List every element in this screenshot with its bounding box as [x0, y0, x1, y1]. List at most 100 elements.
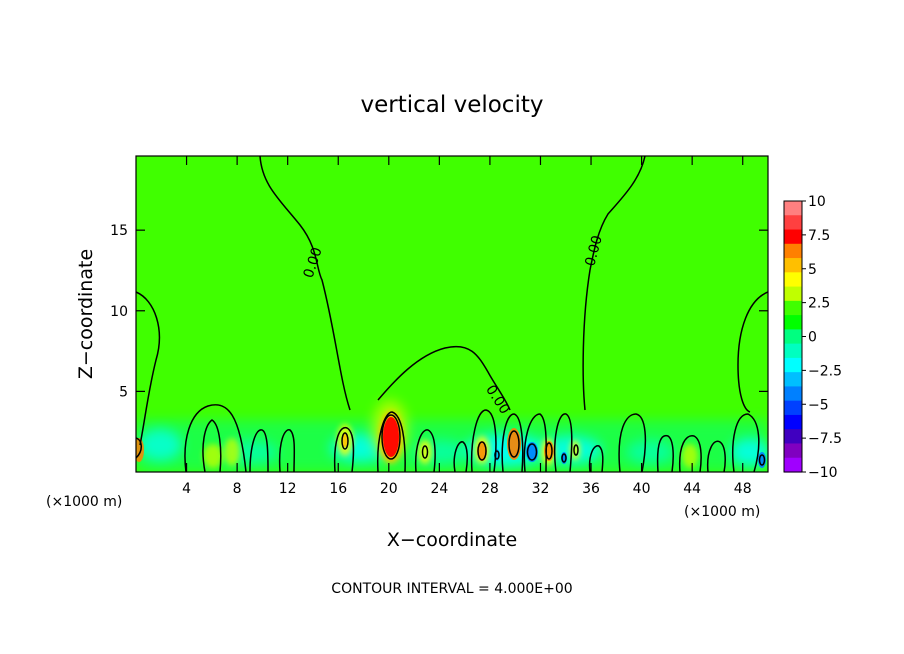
- x-tick-label: 4: [182, 481, 191, 497]
- contour-zero: [470, 409, 497, 472]
- x-tick-label: 32: [532, 481, 550, 497]
- x-tick-label: 40: [633, 481, 651, 497]
- cyan-patch: [138, 429, 182, 461]
- contour-closed: [526, 443, 538, 461]
- x-axis-label: X−coordinate: [387, 529, 517, 551]
- colorbar-swatch: [784, 457, 802, 473]
- contour-zero: [377, 345, 511, 411]
- x-tick-label: 36: [582, 481, 600, 497]
- x-tick-label: 44: [683, 481, 701, 497]
- y-tick-label: 10: [110, 304, 128, 320]
- x-tick-label: 16: [329, 481, 347, 497]
- contour-zero: [553, 413, 573, 472]
- contour-closed: [508, 430, 520, 458]
- contour-zero: [656, 434, 674, 472]
- contour-zero: [737, 291, 768, 413]
- updraft-orange: [342, 433, 348, 447]
- contour-zero: [582, 156, 646, 411]
- colorbar-swatch: [784, 400, 802, 416]
- x-tick-label: 12: [279, 481, 297, 497]
- contour-closed: [545, 442, 553, 460]
- plot-background: [136, 156, 768, 472]
- colorbar-swatch: [784, 258, 802, 273]
- colorbar-swatch: [784, 386, 802, 402]
- x-tick-label: 48: [734, 481, 752, 497]
- colorbar-swatch: [784, 357, 802, 373]
- colorbar-swatch: [784, 300, 802, 316]
- contour-zero: [501, 413, 524, 472]
- contour-zero: [259, 156, 351, 411]
- chart-title: vertical velocity: [361, 92, 544, 118]
- cyan-patch: [626, 440, 674, 464]
- colorbar-tick-label: 0: [808, 330, 817, 346]
- x-tick-label: 24: [430, 481, 448, 497]
- colorbar-swatch: [784, 343, 802, 359]
- y-tick-label: 15: [110, 223, 128, 239]
- contour-label: 0.00: [582, 234, 606, 268]
- contour-zero: [453, 441, 468, 472]
- colorbar: 10 7.5 5 2.5 0 −2.5 −5 −7.5 −10: [783, 194, 842, 481]
- colorbar-swatch: [784, 286, 802, 302]
- contour-zero: [278, 429, 296, 472]
- contour-zero: [184, 404, 247, 472]
- contour-zero: [414, 429, 436, 472]
- contour-closed: [494, 450, 500, 460]
- contour-zero: [678, 435, 702, 472]
- colorbar-swatch: [784, 429, 802, 445]
- colorbar-swatch: [784, 229, 802, 245]
- y-axis: 5 10 15: [110, 223, 768, 400]
- x-tick-label: 20: [380, 481, 398, 497]
- contour-zero: [202, 419, 222, 472]
- colorbar-swatch: [784, 272, 802, 288]
- x-unit-left: (×1000 m): [46, 494, 122, 510]
- contour-closed: [341, 432, 349, 450]
- colorbar-swatch: [784, 414, 802, 430]
- colorbar-swatch: [784, 243, 802, 259]
- contour-closed: [136, 437, 142, 459]
- contour-closed: [477, 441, 487, 461]
- x-tick-label: 28: [481, 481, 499, 497]
- yellow-patch: [682, 444, 698, 468]
- yellow-patch: [203, 444, 223, 468]
- updraft-core: [383, 417, 399, 457]
- contour-zero: [376, 411, 406, 472]
- colorbar-tick-label: 7.5: [808, 228, 830, 244]
- updraft-orange: [477, 441, 487, 461]
- contour-closed: [561, 453, 567, 463]
- colorbar-tick-label: −7.5: [808, 431, 842, 447]
- colorbar-tick-label: 5: [808, 262, 817, 278]
- colorbar-swatch: [784, 201, 802, 216]
- y-axis-label: Z−coordinate: [75, 249, 97, 379]
- contour-zero: [732, 413, 760, 472]
- colorbar-tick-label: −10: [808, 465, 838, 481]
- yellow-patch: [224, 438, 240, 466]
- contour-zero: [618, 413, 647, 472]
- colorbar-swatch: [784, 215, 802, 231]
- contour-closed: [421, 445, 429, 459]
- y-tick-label: 5: [119, 384, 128, 400]
- contour-zero: [588, 445, 604, 472]
- contour-lines: [136, 156, 768, 472]
- contour-closed: [758, 454, 766, 466]
- contour-zero: [136, 291, 160, 446]
- contour-zero: [249, 429, 269, 472]
- x-axis: 4 8 12 16 20 24 28 32 36 40 44 48: [182, 156, 752, 497]
- colorbar-swatch: [784, 315, 802, 330]
- colorbar-tick-label: −2.5: [808, 363, 842, 379]
- yellow-patch: [418, 440, 432, 464]
- colorbar-tick-label: 10: [808, 194, 826, 210]
- x-tick-label: 8: [233, 481, 242, 497]
- contour-closed: [573, 444, 579, 456]
- colorbar-swatch: [784, 372, 802, 388]
- colorbar-tick-label: −5: [808, 397, 829, 413]
- colorbar-tick-label: 2.5: [808, 296, 830, 312]
- x-unit-right: (×1000 m): [684, 504, 760, 520]
- contour-zero: [333, 426, 355, 472]
- colorbar-swatch: [784, 329, 802, 345]
- contour-closed: [381, 414, 401, 460]
- contour-interval-text: CONTOUR INTERVAL = 4.000E+00: [331, 581, 572, 597]
- colorbar-swatch: [784, 443, 802, 459]
- plot-frame: [135, 155, 769, 473]
